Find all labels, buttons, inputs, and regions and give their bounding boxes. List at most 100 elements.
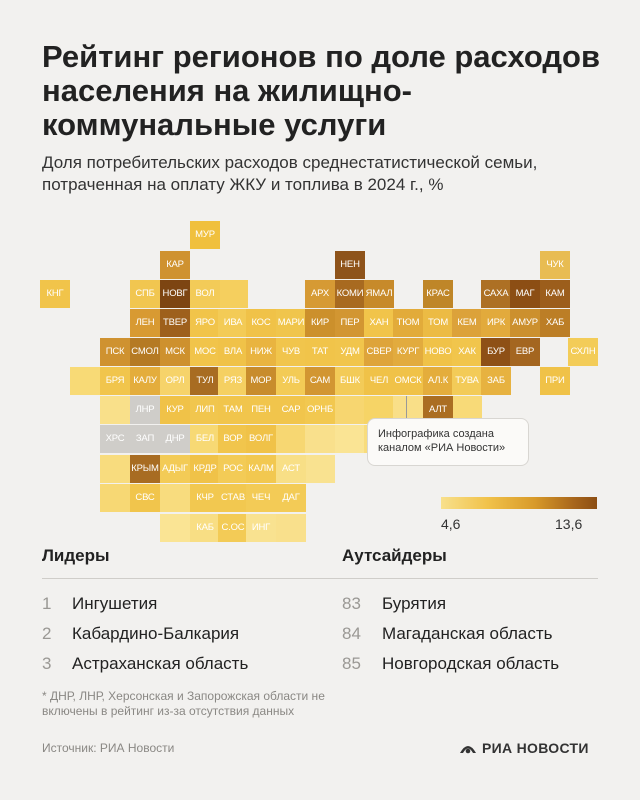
map-filler-tile [305, 455, 335, 483]
region-tile: МСК [160, 338, 190, 366]
region-tile: ТУВА [452, 367, 482, 395]
region-tile: ЛНР [130, 396, 160, 424]
region-tile: С.ОС [218, 514, 248, 542]
leader-row: 3 Астраханская область [42, 654, 248, 678]
region-tile: СПБ [130, 280, 160, 308]
region-tile: ДАГ [276, 484, 306, 512]
region-tile: КРЫМ [130, 455, 160, 483]
divider [42, 578, 598, 579]
region-tile: ЛЕН [130, 309, 160, 337]
region-tile: БУР [481, 338, 511, 366]
region-tile: АСТ [276, 455, 306, 483]
region-tile: КАЛМ [246, 455, 276, 483]
region-tile: ТВЕР [160, 309, 190, 337]
region-tile: МУР [190, 221, 220, 249]
region-tile: БЕЛ [190, 425, 220, 453]
region-tile: ЗАБ [481, 367, 511, 395]
region-tile: ЗАП [130, 425, 160, 453]
leader-row: 1 Ингушетия [42, 594, 157, 618]
credit-pointer [406, 396, 407, 418]
region-tile: ТАТ [305, 338, 335, 366]
region-tile: ЧУК [540, 251, 570, 279]
region-tile: БШК [335, 367, 365, 395]
source-text: Источник: РИА Новости [42, 741, 175, 755]
region-tile: ЛИП [190, 396, 220, 424]
region-tile: НОВО [423, 338, 453, 366]
region-tile: МАГ [510, 280, 540, 308]
leaders-heading: Лидеры [42, 546, 110, 565]
region-tile: КИР [305, 309, 335, 337]
region-tile: ЧЕЧ [246, 484, 276, 512]
region-tile: АДЫГ [160, 455, 190, 483]
region-tile: ОРЛ [160, 367, 190, 395]
map-filler-tile [276, 425, 306, 453]
map-filler-tile [160, 514, 190, 542]
region-name: Новгородская область [382, 654, 560, 673]
credit-box: Инфографика создана каналом «РИА Новости… [367, 418, 529, 466]
region-tile: ТОМ [423, 309, 453, 337]
region-tile: КАБ [190, 514, 220, 542]
region-tile: САМ [305, 367, 335, 395]
region-tile: СТАВ [218, 484, 248, 512]
region-name: Кабардино-Балкария [72, 624, 240, 643]
region-tile: ВОЛГ [246, 425, 276, 453]
leader-row: 2 Кабардино-Балкария [42, 624, 239, 648]
region-tile: КНГ [40, 280, 70, 308]
region-tile: ХРС [100, 425, 130, 453]
outsider-row: 83 Бурятия [342, 594, 446, 618]
region-tile: МОС [190, 338, 220, 366]
rank-number: 85 [342, 654, 361, 673]
map-filler-tile [335, 425, 365, 453]
map-filler-tile [100, 484, 130, 512]
region-tile: ОРНБ [305, 396, 335, 424]
region-tile: КУРГ [393, 338, 423, 366]
region-tile: ХАН [364, 309, 394, 337]
footnote: * ДНР, ЛНР, Херсонская и Запорожская обл… [42, 689, 325, 718]
legend-min: 4,6 [441, 516, 461, 532]
region-tile: КРАС [423, 280, 453, 308]
rank-number: 2 [42, 624, 52, 643]
region-tile: ЧУВ [276, 338, 306, 366]
region-tile: МОР [246, 367, 276, 395]
region-tile: РЯЗ [218, 367, 248, 395]
region-tile: НИЖ [246, 338, 276, 366]
ria-logo: РИА НОВОСТИ [458, 738, 589, 758]
region-tile: АМУР [510, 309, 540, 337]
region-tile: РОС [218, 455, 248, 483]
region-tile: СХЛН [568, 338, 598, 366]
map-filler-tile [100, 455, 130, 483]
region-tile: САР [276, 396, 306, 424]
region-name: Астраханская область [72, 654, 249, 673]
region-tile: НОВГ [160, 280, 190, 308]
region-tile: УЛЬ [276, 367, 306, 395]
region-tile: МАРИ [276, 309, 306, 337]
ria-logo-text: РИА НОВОСТИ [482, 740, 589, 756]
region-tile: ВОЛ [190, 280, 220, 308]
region-tile: СВС [130, 484, 160, 512]
legend-gradient [441, 497, 597, 509]
region-tile: КОС [246, 309, 276, 337]
ria-logo-icon [460, 746, 476, 754]
page-title: Рейтинг регионов по доле расходов населе… [42, 39, 601, 142]
region-tile: ПРИ [540, 367, 570, 395]
region-tile: ВЛА [218, 338, 248, 366]
region-tile: ТЮМ [393, 309, 423, 337]
region-tile-map: МУР КАР ЧУК НЕН КНГ СПБ НОВГ ВОЛ АРХ КОМИ ЯМАЛ КРАС… [40, 221, 598, 542]
map-filler-tile [100, 396, 130, 424]
region-tile: СМОЛ [130, 338, 160, 366]
region-tile: ДНР [160, 425, 190, 453]
region-tile: ПСК [100, 338, 130, 366]
region-name: Ингушетия [72, 594, 158, 613]
page-subtitle: Доля потребительских расходов среднестат… [42, 153, 538, 194]
region-tile: ЯРО [190, 309, 220, 337]
region-tile: САХА [481, 280, 511, 308]
legend-max: 13,6 [555, 516, 583, 532]
region-tile: ПЕН [246, 396, 276, 424]
region-tile: КУР [160, 396, 190, 424]
region-tile: ХАБ [540, 309, 570, 337]
region-tile: АРХ [305, 280, 335, 308]
region-tile: СВЕР [364, 338, 394, 366]
region-tile: ОМСК [393, 367, 423, 395]
rank-number: 1 [42, 594, 52, 613]
rank-number: 3 [42, 654, 52, 673]
